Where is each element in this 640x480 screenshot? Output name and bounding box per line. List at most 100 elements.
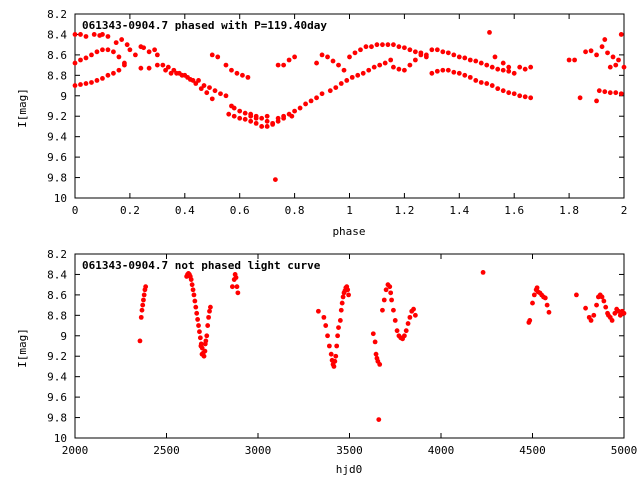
phased-data-point: [330, 58, 336, 64]
unphased-data-point: [603, 304, 609, 310]
phased-data-point: [602, 89, 608, 95]
unphased-data-point: [202, 348, 208, 354]
unphased-data-point: [206, 314, 211, 320]
unphased-y-tick-label: 8.6: [47, 289, 67, 302]
phased-data-point: [289, 113, 295, 119]
phased-data-point: [517, 93, 523, 99]
unphased-data-point: [391, 307, 396, 313]
unphased-data-point: [138, 314, 144, 320]
phased-data-point: [506, 90, 512, 96]
phased-data-point: [100, 32, 105, 37]
phased-data-point: [369, 44, 374, 50]
phased-data-point: [78, 57, 83, 63]
unphased-data-point: [405, 321, 411, 326]
phased-data-point: [259, 115, 265, 121]
phased-data-point: [489, 83, 495, 88]
phased-data-point: [215, 54, 221, 60]
phased-data-point: [434, 68, 440, 74]
unphased-data-point: [234, 284, 240, 290]
unphased-data-point: [235, 290, 241, 296]
phased-data-point: [314, 60, 319, 66]
phased-data-point: [182, 72, 188, 78]
unphased-data-point: [137, 338, 143, 344]
unphased-data-point: [394, 328, 400, 334]
phased-data-point: [209, 52, 215, 58]
phased-light-curve-panel: 061343-0904.7 phased with P=119.40day ph…: [16, 8, 627, 238]
unphased-data-point: [208, 304, 213, 310]
phased-data-point: [319, 52, 325, 58]
unphased-data-point: [407, 314, 413, 320]
phased-data-point: [467, 57, 473, 63]
unphased-data-point: [196, 323, 201, 328]
phased-data-point: [338, 81, 344, 86]
unphased-data-point: [229, 284, 235, 290]
phased-data-point: [209, 96, 215, 102]
unphased-data-point: [233, 275, 239, 280]
unphased-y-tick-label: 8.2: [47, 248, 67, 261]
unphased-data-point: [326, 343, 332, 349]
phased-data-point: [396, 66, 402, 72]
phased-data-point: [171, 67, 177, 73]
unphased-y-tick-label: 10: [54, 432, 67, 445]
phased-data-point: [113, 40, 119, 46]
phased-data-point: [402, 67, 407, 73]
unphased-data-point: [574, 292, 579, 298]
phased-data-point: [264, 113, 270, 119]
phased-data-point: [218, 91, 223, 97]
phased-data-point: [89, 52, 94, 58]
phased-data-point: [264, 118, 270, 124]
phased-plot-frame: [74, 13, 625, 199]
phased-data-point: [355, 72, 361, 78]
phased-data-point: [223, 62, 229, 68]
unphased-data-point: [402, 333, 407, 339]
unphased-data-point: [321, 314, 327, 320]
unphased-data-point: [143, 284, 149, 290]
phased-data-point: [613, 62, 619, 68]
phased-y-tick-label: 9.6: [47, 151, 67, 164]
unphased-data-point: [388, 290, 394, 296]
phased-data-point: [240, 72, 245, 78]
unphased-data-point: [544, 302, 550, 308]
phased-x-tick-label: 0: [72, 204, 79, 217]
unphased-x-tick-label: 3000: [245, 444, 272, 457]
phased-y-tick-label: 9: [60, 90, 67, 103]
phased-data-point: [204, 90, 210, 96]
phased-x-tick-label: 0.4: [175, 204, 195, 217]
phased-data-point: [528, 64, 534, 70]
unphased-data-point: [372, 339, 378, 345]
phased-data-point: [105, 72, 111, 78]
unphased-chart-title: 061343-0904.7 not phased light curve: [82, 259, 321, 272]
phased-data-point: [223, 93, 229, 99]
unphased-data-point: [204, 333, 210, 339]
unphased-x-tick-label: 4500: [519, 444, 546, 457]
phased-x-axis-label: phase: [332, 225, 365, 238]
phased-data-point: [116, 67, 122, 73]
phased-data-point: [176, 70, 182, 76]
unphased-data-point: [323, 323, 329, 328]
phased-data-point: [495, 66, 501, 72]
phased-data-point: [621, 64, 627, 70]
phased-data-point: [146, 49, 152, 55]
unphased-data-point: [202, 341, 208, 347]
phased-data-point: [124, 42, 130, 48]
phased-data-point: [327, 88, 333, 94]
unphased-data-point: [197, 329, 202, 335]
phased-data-point: [237, 115, 243, 121]
phased-data-point: [212, 88, 218, 94]
phased-data-point: [270, 122, 276, 127]
unphased-data-point: [339, 300, 345, 306]
phased-x-tick-label: 0.2: [120, 204, 140, 217]
phased-y-tick-label: 8.6: [47, 49, 67, 62]
phased-data-point: [78, 32, 83, 37]
phased-data-point: [349, 74, 355, 80]
phased-data-point: [594, 52, 599, 58]
phased-data-point: [242, 116, 248, 122]
phased-data-point: [522, 66, 528, 72]
phased-x-tick-label: 1.6: [504, 204, 524, 217]
phased-data-point: [231, 105, 237, 111]
unphased-data-point: [139, 307, 145, 313]
unphased-data-point: [389, 297, 394, 303]
phased-data-point: [127, 47, 133, 53]
phased-y-tick-label: 9.4: [47, 131, 67, 144]
phased-data-point: [154, 62, 160, 68]
